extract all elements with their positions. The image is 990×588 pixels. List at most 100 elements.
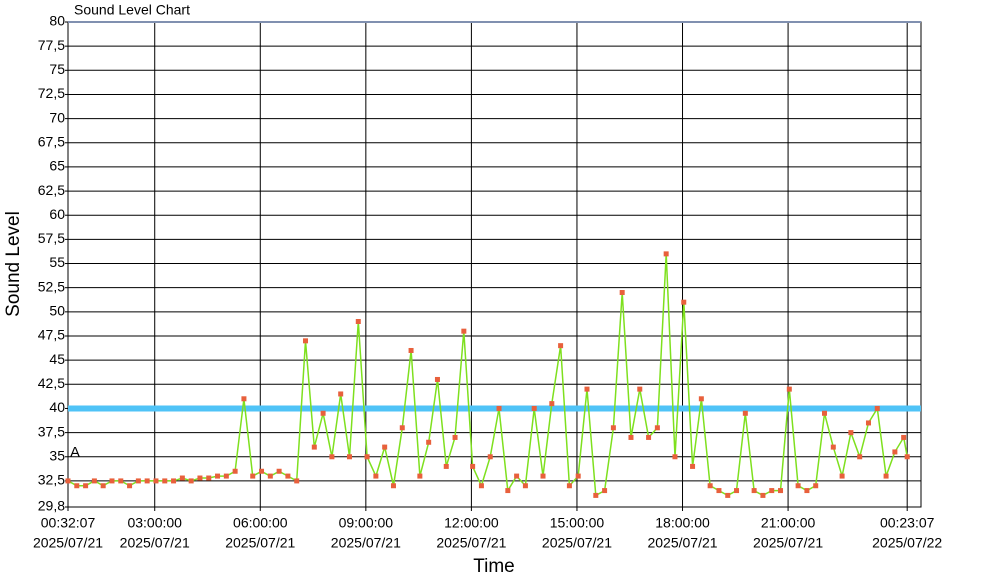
y-tick-label: 47,5 (38, 327, 65, 343)
data-point (698, 396, 704, 402)
data-point (654, 425, 660, 431)
data-point (320, 410, 326, 416)
data-point (109, 478, 115, 484)
x-tick-label: 2025/07/22 (872, 535, 942, 551)
data-point (540, 473, 546, 479)
x-tick-label: 03:00:00 (127, 515, 182, 531)
data-point (865, 420, 871, 426)
data-point (461, 328, 467, 334)
data-point (144, 478, 150, 484)
y-tick-label: 57,5 (38, 230, 65, 246)
x-tick-label: 2025/07/21 (331, 535, 401, 551)
data-point (883, 473, 889, 479)
data-point (223, 473, 229, 479)
data-point (382, 444, 388, 450)
y-tick-label: 32,5 (38, 472, 65, 488)
data-point (74, 483, 80, 489)
data-point (892, 449, 898, 455)
data-point (584, 386, 590, 392)
data-point (839, 473, 845, 479)
data-point (769, 488, 775, 494)
x-tick-label: 18:00:00 (655, 515, 710, 531)
data-point (408, 347, 414, 353)
data-point (575, 473, 581, 479)
data-point (742, 410, 748, 416)
x-tick-label: 00:23:07 (880, 515, 935, 531)
x-tick-label: 15:00:00 (550, 515, 605, 531)
chart-title: Sound Level Chart (74, 2, 190, 18)
x-tick-label: 06:00:00 (233, 515, 288, 531)
data-point (628, 434, 634, 440)
x-tick-label: 2025/07/21 (753, 535, 823, 551)
data-point (904, 454, 910, 460)
data-point (215, 473, 221, 479)
data-point (786, 386, 792, 392)
y-tick-label: 55 (49, 254, 65, 270)
y-tick-label: 70 (49, 109, 65, 125)
y-tick-label: 67,5 (38, 133, 65, 149)
data-point (373, 473, 379, 479)
y-tick-label: 62,5 (38, 182, 65, 198)
data-point (681, 299, 687, 305)
data-point (135, 478, 141, 484)
data-point (417, 473, 423, 479)
data-point (346, 454, 352, 460)
data-point (206, 475, 212, 481)
x-axis-label: Time (473, 556, 515, 577)
y-tick-label: 65 (49, 158, 65, 174)
y-tick-label: 29,8 (38, 498, 65, 514)
data-point (751, 488, 757, 494)
data-point (259, 468, 265, 474)
data-point (549, 401, 555, 407)
data-point (734, 488, 740, 494)
data-point (610, 425, 616, 431)
data (65, 251, 921, 498)
data-point (426, 439, 432, 445)
data-point (153, 478, 159, 484)
x-tick-label: 2025/07/21 (33, 535, 103, 551)
y-tick-label: 35 (49, 447, 65, 463)
x-tick-label: 00:32:07 (41, 515, 96, 531)
data-point (830, 444, 836, 450)
data-point (83, 483, 89, 489)
data-point (100, 483, 106, 489)
tick-labels: 29,8 32,5 35 37,5 40 42,5 45 47,5 50 52,5 55 57,5 60… (33, 13, 942, 551)
y-tick-label: 37,5 (38, 423, 65, 439)
data-point (294, 478, 300, 484)
plot-area (67, 21, 922, 508)
data-point (804, 488, 810, 494)
data-point (874, 405, 880, 411)
data-point (760, 492, 766, 498)
data-point (514, 473, 520, 479)
x-tick-label: 2025/07/21 (225, 535, 295, 551)
y-tick-label: 42,5 (38, 375, 65, 391)
data-point (127, 483, 133, 489)
data-point (478, 483, 484, 489)
data-point (602, 488, 608, 494)
data-point (619, 290, 625, 296)
data-point (672, 454, 678, 460)
data-point (232, 468, 238, 474)
data-point (558, 343, 564, 349)
data-point (267, 473, 273, 479)
data-point (355, 319, 361, 325)
data-point (822, 410, 828, 416)
data-point (390, 483, 396, 489)
data-point (241, 396, 247, 402)
data-point (338, 391, 344, 397)
data-point (531, 405, 537, 411)
x-tick-label: 09:00:00 (339, 515, 394, 531)
data-point (179, 475, 185, 481)
data-point (364, 454, 370, 460)
y-tick-label: 50 (49, 303, 65, 319)
data-point (197, 475, 203, 481)
y-tick-label: 80 (49, 13, 65, 29)
data-point (329, 454, 335, 460)
data-point (399, 425, 405, 431)
data-point (65, 478, 71, 484)
data-point (813, 483, 819, 489)
data-point (725, 492, 731, 498)
data-point (162, 478, 168, 484)
x-tick-label: 2025/07/21 (436, 535, 506, 551)
